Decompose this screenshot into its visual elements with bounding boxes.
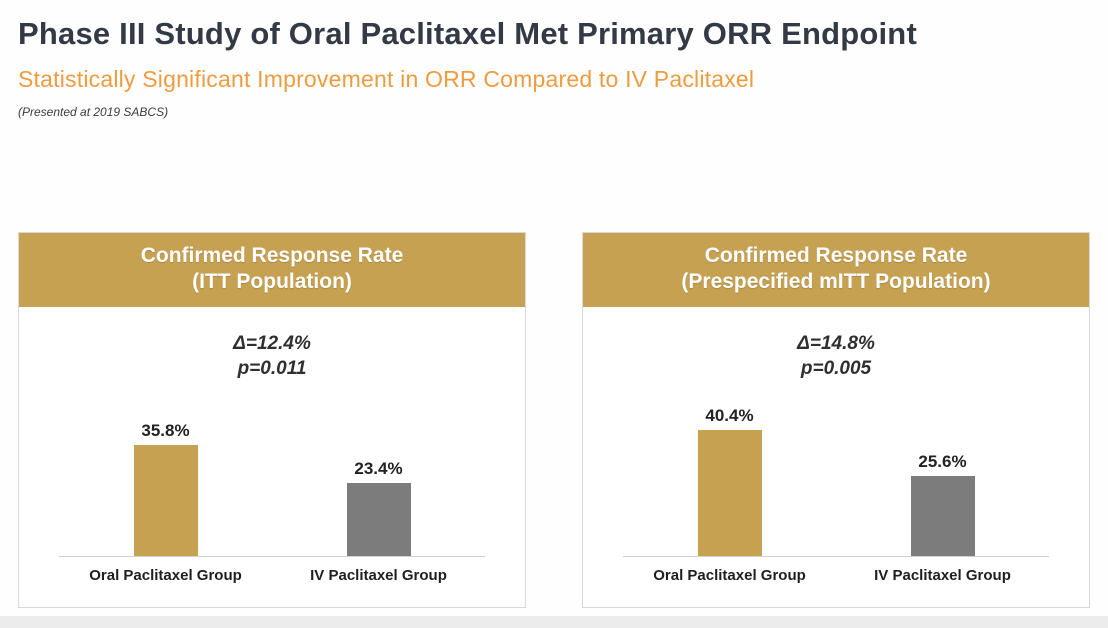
category-label-oral: Oral Paclitaxel Group	[653, 566, 806, 584]
chart-body-mitt: Δ=14.8% p=0.005 40.4% 25.6% Oral Paclita…	[583, 331, 1089, 602]
bar-oral-paclitaxel	[133, 444, 198, 556]
bar-group-oral: 40.4%	[623, 386, 836, 556]
presented-note: (Presented at 2019 SABCS)	[18, 104, 169, 119]
bar-group-iv: 23.4%	[272, 386, 485, 556]
bar-oral-paclitaxel	[697, 429, 762, 556]
bar-plot-itt: 35.8% 23.4%	[19, 386, 525, 556]
delta-value: Δ=12.4%	[233, 332, 311, 354]
chart-header-mitt: Confirmed Response Rate (Prespecified mI…	[583, 233, 1089, 307]
chart-subtitle: (Prespecified mITT Population)	[681, 270, 991, 294]
chart-body-itt: Δ=12.4% p=0.011 35.8% 23.4% Oral Paclita…	[19, 331, 525, 602]
stats-annotation: Δ=12.4% p=0.011	[19, 331, 525, 382]
chart-panel-mitt: Confirmed Response Rate (Prespecified mI…	[582, 232, 1090, 608]
category-label-oral: Oral Paclitaxel Group	[89, 566, 242, 584]
slide-header: Phase III Study of Oral Paclitaxel Met P…	[0, 0, 1108, 119]
chart-header-itt: Confirmed Response Rate (ITT Population)	[19, 233, 525, 307]
bar-value-label: 40.4%	[705, 405, 754, 425]
p-value: p=0.005	[800, 358, 872, 380]
bar-value-label: 35.8%	[141, 420, 190, 440]
bar-value-label: 25.6%	[918, 451, 967, 471]
bar-value-label: 23.4%	[354, 458, 403, 478]
page-title: Phase III Study of Oral Paclitaxel Met P…	[18, 16, 917, 51]
category-label-iv: IV Paclitaxel Group	[874, 566, 1011, 584]
stats-annotation: Δ=14.8% p=0.005	[583, 331, 1089, 382]
delta-value: Δ=14.8%	[797, 332, 875, 354]
chart-title: Confirmed Response Rate	[140, 244, 404, 267]
chart-subtitle: (ITT Population)	[192, 270, 352, 294]
x-axis: Oral Paclitaxel Group IV Paclitaxel Grou…	[623, 555, 1049, 584]
bar-plot-mitt: 40.4% 25.6%	[583, 386, 1089, 556]
bar-iv-paclitaxel	[346, 482, 411, 556]
x-axis: Oral Paclitaxel Group IV Paclitaxel Grou…	[59, 555, 485, 584]
chart-title: Confirmed Response Rate	[704, 244, 968, 267]
slide-bottom-edge	[0, 616, 1108, 628]
category-label-iv: IV Paclitaxel Group	[310, 566, 447, 584]
chart-panels: Confirmed Response Rate (ITT Population)…	[0, 232, 1108, 608]
bar-iv-paclitaxel	[910, 475, 975, 556]
chart-panel-itt: Confirmed Response Rate (ITT Population)…	[18, 232, 526, 608]
p-value: p=0.011	[237, 358, 307, 380]
page-subtitle: Statistically Significant Improvement in…	[18, 65, 755, 92]
bar-group-oral: 35.8%	[59, 386, 272, 556]
bar-group-iv: 25.6%	[836, 386, 1049, 556]
